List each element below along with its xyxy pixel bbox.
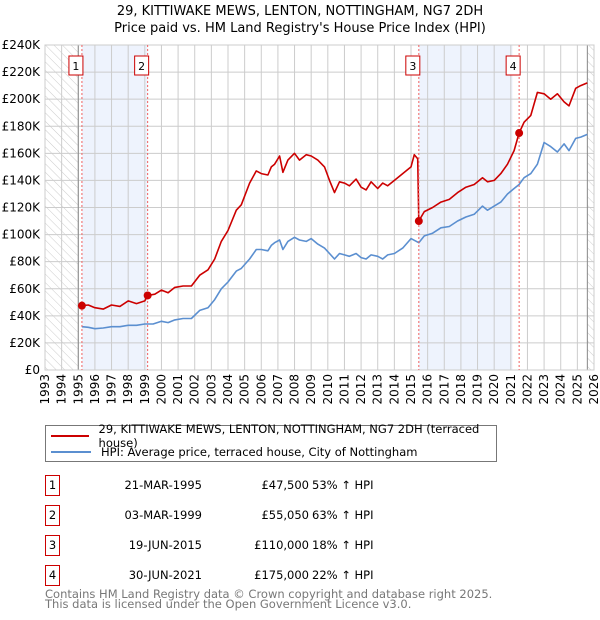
x-tick-label: 2014 — [387, 374, 401, 405]
table-row: 2 03-MAR-1999 £55,050 63% ↑ HPI — [45, 505, 445, 526]
footer-line-1: Contains HM Land Registry data © Crown c… — [45, 587, 493, 601]
sale-marker-label: 3 — [409, 60, 416, 73]
sale-price: £110,000 — [254, 538, 309, 552]
sale-price: £47,500 — [261, 478, 309, 492]
x-tick-label: 2011 — [337, 374, 351, 405]
legend-label: HPI: Average price, terraced house, City… — [101, 445, 418, 459]
series-line — [81, 133, 588, 330]
x-tick-label: 2018 — [454, 374, 468, 405]
x-tick-label: 2022 — [520, 374, 534, 405]
x-tick-label: 1998 — [121, 374, 135, 405]
legend-swatch-red — [51, 435, 89, 437]
y-tick-label: £240K — [2, 38, 42, 52]
sale-point — [414, 217, 423, 226]
sale-hpi-diff: 18% ↑ HPI — [312, 538, 374, 552]
sale-price: £175,000 — [254, 568, 309, 582]
x-tick-label: 2003 — [204, 374, 218, 405]
sale-date: 19-JUN-2015 — [128, 538, 202, 552]
sale-marker-box — [134, 55, 150, 76]
x-tick-label: 2002 — [188, 374, 202, 405]
footer: Contains HM Land Registry data © Crown c… — [45, 587, 493, 611]
y-tick-label: £200K — [2, 92, 42, 106]
x-tick-label: 2006 — [254, 374, 268, 405]
sale-number-badge: 4 — [45, 565, 60, 586]
x-tick-label: 2025 — [570, 374, 584, 405]
sale-number-badge: 2 — [45, 505, 60, 526]
x-tick-label: 2020 — [487, 374, 501, 405]
x-tick-label: 2004 — [221, 374, 235, 405]
table-row: 3 19-JUN-2015 £110,000 18% ↑ HPI — [45, 535, 445, 556]
y-tick-label: £80K — [9, 255, 41, 269]
sale-number-badge: 1 — [45, 475, 60, 496]
legend: 29, KITTIWAKE MEWS, LENTON, NOTTINGHAM, … — [45, 422, 497, 462]
x-tick-label: 1993 — [38, 374, 52, 405]
sale-hpi-diff: 53% ↑ HPI — [312, 478, 374, 492]
legend-item-hpi: HPI: Average price, terraced house, City… — [51, 444, 417, 460]
y-tick-label: £0 — [25, 363, 40, 377]
sale-date: 21-MAR-1995 — [124, 478, 202, 492]
x-tick-label: 2001 — [171, 374, 185, 405]
x-tick-label: 2005 — [238, 374, 252, 405]
sale-hpi-diff: 22% ↑ HPI — [312, 568, 374, 582]
sale-marker-label: 4 — [510, 60, 517, 73]
x-tick-label: 2017 — [437, 374, 451, 405]
legend-swatch-blue — [51, 451, 91, 453]
x-tick-label: 2015 — [404, 374, 418, 405]
y-tick-label: £120K — [2, 201, 42, 215]
series-line — [81, 82, 588, 310]
sale-marker-box — [505, 55, 521, 76]
x-tick-label: 2007 — [271, 374, 285, 405]
sale-point — [77, 301, 86, 310]
x-tick-label: 2019 — [471, 374, 485, 405]
sale-marker-box — [68, 55, 84, 76]
table-row: 4 30-JUN-2021 £175,000 22% ↑ HPI — [45, 565, 445, 586]
y-tick-label: £100K — [2, 228, 42, 242]
legend-item-property: 29, KITTIWAKE MEWS, LENTON, NOTTINGHAM, … — [51, 422, 496, 450]
x-tick-label: 1994 — [55, 374, 69, 405]
plot-border — [44, 44, 595, 371]
sale-marker-label: 2 — [138, 60, 145, 73]
x-tick-label: 2012 — [354, 374, 368, 405]
x-tick-label: 2016 — [421, 374, 435, 405]
y-tick-label: £160K — [2, 146, 42, 160]
x-tick-label: 1995 — [71, 374, 85, 405]
x-tick-label: 2010 — [321, 374, 335, 405]
y-tick-label: £40K — [9, 309, 41, 323]
y-tick-label: £20K — [9, 336, 41, 350]
x-tick-label: 2023 — [537, 374, 551, 405]
chart-title: 29, KITTIWAKE MEWS, LENTON, NOTTINGHAM, … — [0, 3, 600, 37]
sale-price: £55,050 — [261, 508, 309, 522]
sale-marker-box — [405, 55, 421, 76]
price-chart: 1993 1994 1995 1996 1997 1998 1999 2000 2001 2002… — [2, 38, 600, 405]
sale-point — [143, 291, 152, 300]
sale-date: 30-JUN-2021 — [128, 568, 202, 582]
footer-line-2: This data is licensed under the Open Gov… — [45, 597, 412, 611]
chart-title-line-1: 29, KITTIWAKE MEWS, LENTON, NOTTINGHAM, … — [116, 4, 484, 19]
sale-date: 03-MAR-1999 — [124, 508, 202, 522]
legend-label: 29, KITTIWAKE MEWS, LENTON, NOTTINGHAM, … — [98, 422, 480, 450]
x-tick-label: 2024 — [554, 374, 568, 405]
x-tick-label: 2013 — [371, 374, 385, 405]
x-tick-label: 1999 — [138, 374, 152, 405]
table-row: 1 21-MAR-1995 £47,500 53% ↑ HPI — [45, 475, 445, 496]
x-tick-label: 2008 — [288, 374, 302, 405]
x-tick-label: 2021 — [504, 374, 518, 405]
sale-point — [515, 129, 524, 138]
sale-marker-label: 1 — [72, 60, 79, 73]
x-tick-label: 2000 — [154, 374, 168, 405]
chart-title-line-2: Price paid vs. HM Land Registry's House … — [114, 21, 486, 36]
sale-number-badge: 3 — [45, 535, 60, 556]
y-tick-label: £220K — [2, 65, 42, 79]
y-tick-label: £140K — [2, 173, 42, 187]
y-tick-label: £180K — [2, 119, 42, 133]
x-tick-label: 2009 — [304, 374, 318, 405]
x-tick-label: 1996 — [88, 374, 102, 405]
x-tick-label: 2026 — [587, 374, 600, 405]
x-tick-label: 1997 — [105, 374, 119, 405]
sale-hpi-diff: 63% ↑ HPI — [312, 508, 374, 522]
y-tick-label: £60K — [9, 282, 41, 296]
